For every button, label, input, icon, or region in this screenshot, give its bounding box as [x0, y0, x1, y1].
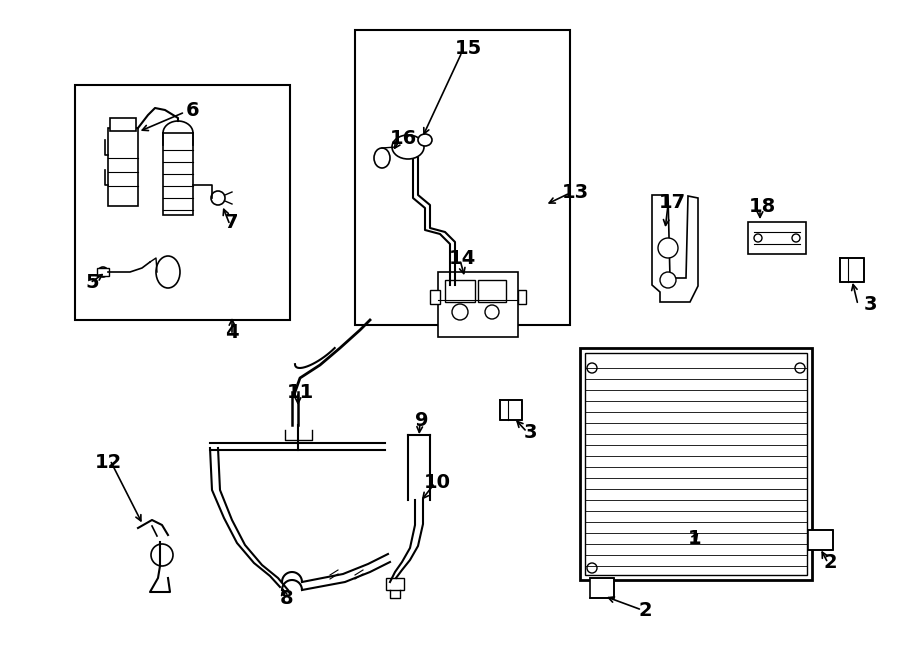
Circle shape: [485, 305, 499, 319]
Circle shape: [151, 544, 173, 566]
Bar: [355, 30, 570, 325]
Bar: [108, 128, 138, 206]
Text: 17: 17: [659, 192, 686, 212]
Circle shape: [452, 304, 468, 320]
Bar: [438, 272, 518, 337]
Circle shape: [587, 563, 597, 573]
Circle shape: [211, 191, 225, 205]
Circle shape: [587, 363, 597, 373]
Text: 11: 11: [286, 383, 313, 401]
Text: 5: 5: [86, 274, 99, 293]
Ellipse shape: [392, 135, 424, 159]
Text: 14: 14: [448, 249, 475, 268]
Text: 8: 8: [280, 588, 293, 607]
Bar: [808, 530, 833, 550]
Text: 2: 2: [824, 553, 837, 572]
Text: 10: 10: [424, 473, 451, 492]
Text: 3: 3: [863, 295, 877, 315]
Text: 4: 4: [225, 323, 238, 342]
Circle shape: [660, 272, 676, 288]
Text: 7: 7: [225, 212, 238, 231]
Text: 3: 3: [523, 422, 536, 442]
Circle shape: [792, 234, 800, 242]
Text: 13: 13: [562, 182, 589, 202]
Bar: [748, 222, 806, 254]
Bar: [518, 290, 526, 304]
Circle shape: [754, 234, 762, 242]
Text: 16: 16: [390, 128, 417, 147]
Bar: [75, 85, 290, 320]
Bar: [580, 348, 812, 580]
Ellipse shape: [156, 256, 180, 288]
Ellipse shape: [374, 148, 390, 168]
Bar: [500, 400, 522, 420]
Text: 15: 15: [454, 38, 482, 58]
Text: 18: 18: [749, 198, 776, 217]
Bar: [110, 118, 136, 131]
Text: 2: 2: [638, 600, 652, 619]
Bar: [430, 290, 440, 304]
Text: 9: 9: [415, 410, 428, 430]
Bar: [445, 280, 475, 302]
Ellipse shape: [418, 134, 432, 146]
Polygon shape: [652, 195, 698, 302]
Bar: [585, 353, 807, 575]
Text: 1: 1: [688, 529, 702, 547]
Bar: [97, 268, 109, 276]
Circle shape: [795, 363, 805, 373]
Bar: [163, 133, 193, 215]
Text: 12: 12: [94, 453, 122, 471]
Circle shape: [658, 238, 678, 258]
Bar: [386, 578, 404, 590]
Circle shape: [98, 267, 108, 277]
Bar: [478, 280, 506, 302]
Text: 6: 6: [186, 100, 200, 120]
Bar: [840, 258, 864, 282]
Bar: [590, 578, 614, 598]
